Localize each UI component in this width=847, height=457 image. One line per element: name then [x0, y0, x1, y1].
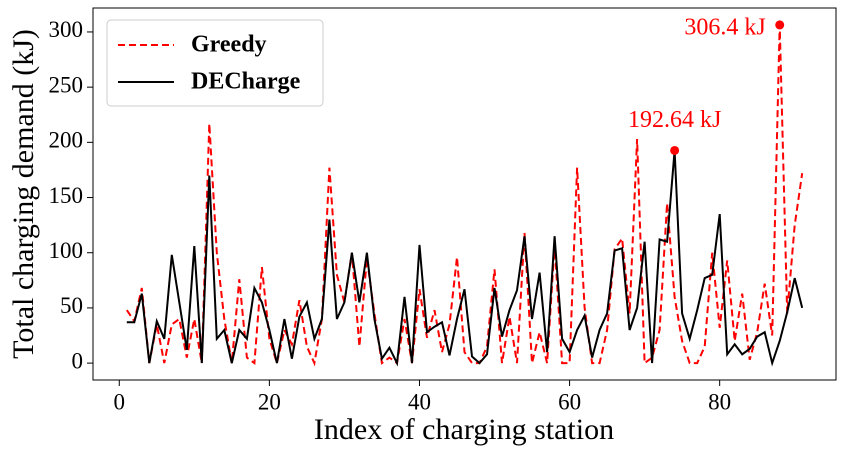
y-tick-label: 100 — [49, 238, 84, 263]
y-tick-label: 300 — [49, 17, 84, 42]
x-tick-label: 80 — [708, 389, 731, 414]
x-axis-label: Index of charging station — [314, 413, 614, 446]
series-line — [125, 24, 804, 367]
annotation-point — [670, 145, 680, 155]
x-tick-label: 20 — [258, 389, 281, 414]
y-tick-label: 250 — [49, 72, 84, 97]
x-tick-label: 40 — [408, 389, 431, 414]
y-tick-label: 50 — [60, 293, 83, 318]
annotation-point — [775, 20, 785, 30]
annotation-text: 306.4 kJ — [684, 14, 765, 40]
x-tick-label: 0 — [114, 389, 126, 414]
legend-box — [106, 19, 324, 107]
series-line — [126, 150, 804, 367]
y-tick-label: 0 — [72, 348, 84, 373]
annotation-text: 192.64 kJ — [628, 107, 721, 133]
y-tick-label: 150 — [49, 183, 84, 208]
legend-label: DECharge — [191, 69, 301, 95]
legend-label: Greedy — [191, 32, 267, 58]
plot-frame — [92, 7, 837, 381]
x-tick-label: 60 — [558, 389, 581, 414]
y-tick-label: 200 — [49, 128, 84, 153]
y-axis-label: Total charging demand (kJ) — [7, 29, 40, 359]
